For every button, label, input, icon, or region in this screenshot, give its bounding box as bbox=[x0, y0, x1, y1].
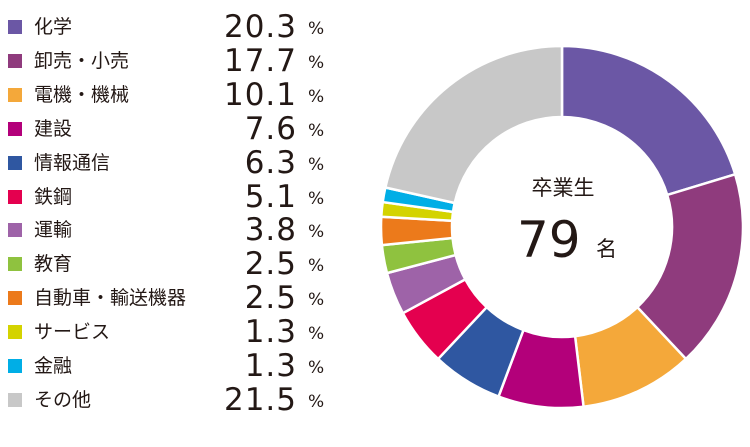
legend-value: 7.6 bbox=[244, 110, 297, 147]
legend-item: 金融 1.3% bbox=[0, 349, 345, 383]
legend-label: 自動車・輸送機器 bbox=[34, 287, 187, 310]
legend-swatch bbox=[8, 121, 22, 136]
legend-swatch bbox=[8, 325, 22, 340]
legend-value: 2.5 bbox=[244, 280, 297, 317]
legend-unit: % bbox=[308, 324, 325, 345]
legend-unit: % bbox=[308, 256, 325, 277]
graduate-count: 79 bbox=[517, 211, 581, 269]
donut-slice bbox=[383, 44, 564, 205]
legend-swatch bbox=[8, 189, 22, 204]
legend-swatch bbox=[8, 223, 22, 238]
legend-label: 建設 bbox=[34, 117, 73, 140]
legend-item: 情報通信 6.3% bbox=[0, 146, 345, 180]
legend-value: 5.1 bbox=[244, 178, 297, 215]
legend-unit: % bbox=[308, 19, 325, 39]
legend-unit: % bbox=[308, 391, 325, 412]
legend-value: 2.5 bbox=[244, 246, 297, 283]
legend-swatch bbox=[8, 359, 22, 373]
legend-swatch bbox=[8, 155, 22, 170]
legend-unit: % bbox=[308, 154, 325, 175]
legend-item: 建設 7.6% bbox=[0, 112, 345, 146]
graduate-count-unit: 名 bbox=[596, 237, 617, 261]
legend-label: 鉄鋼 bbox=[34, 185, 73, 208]
legend-label: その他 bbox=[34, 388, 92, 411]
legend-value: 3.8 bbox=[244, 212, 297, 249]
legend-item: サービス 1.3% bbox=[0, 315, 345, 349]
chart-legend: 化学 20.3% 卸売・小売 17.7% 電機・機械 10.1% 建設 7.6% 情報通信 6.3… bbox=[0, 0, 345, 447]
legend-unit: % bbox=[308, 86, 325, 107]
donut-slice bbox=[560, 44, 737, 197]
legend-swatch bbox=[8, 392, 22, 407]
legend-value: 1.3 bbox=[244, 314, 297, 351]
legend-swatch bbox=[8, 291, 22, 306]
legend-unit: % bbox=[308, 222, 325, 243]
legend-item: 教育 2.5% bbox=[0, 247, 345, 281]
legend-label: 卸売・小売 bbox=[34, 49, 130, 72]
center-title: 卒業生 bbox=[531, 176, 595, 200]
legend-swatch bbox=[8, 87, 22, 102]
legend-label: 教育 bbox=[34, 253, 73, 276]
legend-label: 運輸 bbox=[34, 219, 73, 242]
legend-unit: % bbox=[308, 120, 325, 141]
legend-value: 1.3 bbox=[244, 348, 297, 384]
legend-label: サービス bbox=[34, 321, 111, 344]
legend-unit: % bbox=[308, 358, 325, 378]
legend-value: 20.3 bbox=[223, 9, 297, 45]
legend-item: 電機・機械 10.1% bbox=[0, 78, 345, 112]
legend-value: 21.5 bbox=[223, 381, 297, 418]
legend-item: 卸売・小売 17.7% bbox=[0, 44, 345, 78]
legend-label: 化学 bbox=[34, 16, 73, 38]
legend-swatch bbox=[8, 53, 22, 68]
legend-item: 運輸 3.8% bbox=[0, 213, 345, 247]
legend-unit: % bbox=[308, 290, 325, 311]
legend-swatch bbox=[8, 257, 22, 272]
legend-label: 金融 bbox=[34, 355, 73, 377]
legend-swatch bbox=[8, 20, 22, 34]
legend-value: 17.7 bbox=[223, 42, 297, 79]
legend-item: その他 21.5% bbox=[0, 383, 345, 417]
donut-svg bbox=[379, 44, 745, 410]
legend-item: 自動車・輸送機器 2.5% bbox=[0, 281, 345, 315]
legend-unit: % bbox=[308, 188, 325, 209]
legend-unit: % bbox=[308, 52, 325, 73]
legend-label: 情報通信 bbox=[34, 151, 111, 174]
donut-chart: 卒業生 79 名 bbox=[370, 35, 750, 420]
legend-value: 6.3 bbox=[244, 144, 297, 181]
legend-item: 化学 20.3% bbox=[0, 10, 345, 44]
legend-value: 10.1 bbox=[223, 76, 297, 113]
legend-item: 鉄鋼 5.1% bbox=[0, 180, 345, 214]
legend-label: 電機・機械 bbox=[34, 83, 130, 106]
